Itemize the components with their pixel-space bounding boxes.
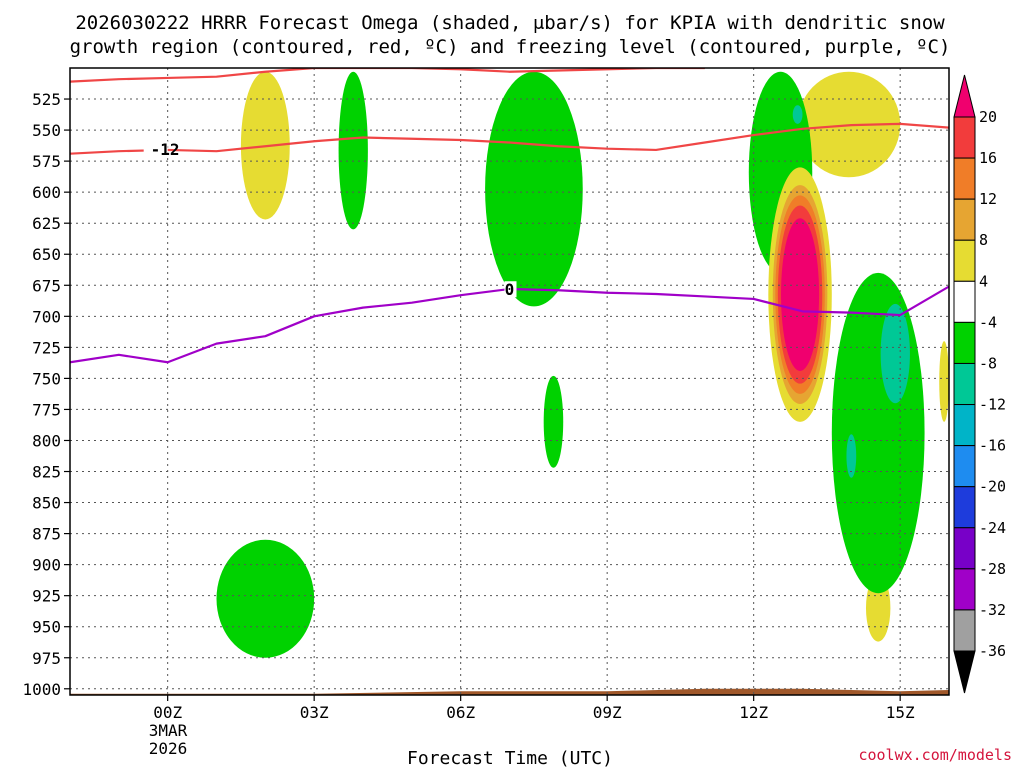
plot-area: -12 0	[69, 67, 950, 696]
y-tick-label: 550	[32, 121, 61, 140]
x-tick-label: 12Z	[739, 703, 768, 722]
colorbar-box	[953, 404, 976, 447]
colorbar-under-triangle	[953, 650, 976, 694]
plot-frame	[69, 67, 950, 696]
colorbar-box	[953, 527, 976, 570]
colorbar-box	[953, 486, 976, 529]
colorbar-label: 16	[979, 149, 997, 167]
colorbar-label: -20	[979, 478, 1006, 496]
colorbar-box	[953, 239, 976, 282]
colorbar-label: 4	[979, 272, 988, 290]
colorbar: 20 16 12 8 4 -4 -8 -12 -16 -20 -24 -28 -32 -36	[953, 74, 1006, 694]
y-tick-label: 825	[32, 463, 61, 482]
title-line-1: 2026030222 HRRR Forecast Omega (shaded, …	[75, 12, 945, 34]
y-tick-label: 975	[32, 649, 61, 668]
freezing-label-bg	[504, 281, 517, 298]
y-tick-label: 625	[32, 214, 61, 233]
omega-region-11	[792, 105, 803, 124]
colorbar-box	[953, 609, 976, 652]
omega-region-5	[485, 71, 583, 307]
y-tick-label: 900	[32, 556, 61, 575]
grid-lines	[70, 68, 949, 695]
colorbar-box	[953, 116, 976, 159]
y-tick-label: 700	[32, 307, 61, 326]
colorbar-box	[953, 445, 976, 488]
x-tick-label: 06Z	[446, 703, 475, 722]
colorbar-box	[953, 157, 976, 200]
y-axis: 525 550 575 600 625 650 675 700 725 750 775 800 825 8…	[22, 90, 70, 699]
y-tick-label: 575	[32, 152, 61, 171]
colorbar-label: 20	[979, 108, 997, 126]
colorbar-label: 8	[979, 231, 988, 249]
y-tick-label: 800	[32, 431, 61, 450]
contour-lines: -12 0	[70, 68, 949, 364]
dgz-upper-contour-line	[70, 68, 705, 83]
colorbar-label: -32	[979, 601, 1006, 619]
title-line-2: growth region (contoured, red, ºC) and f…	[70, 36, 951, 58]
omega-shading	[70, 71, 949, 695]
y-tick-label: 1000	[22, 680, 61, 699]
omega-region-6	[543, 375, 564, 468]
colorbar-box	[953, 568, 976, 611]
dgz-label-bg	[143, 140, 168, 157]
y-tick-label: 750	[32, 369, 61, 388]
y-tick-label: 950	[32, 618, 61, 637]
y-tick-label: 675	[32, 276, 61, 295]
colorbar-label: -28	[979, 560, 1006, 578]
y-tick-label: 600	[32, 183, 61, 202]
dgz-contour-line	[70, 122, 949, 155]
omega-region-4	[338, 71, 368, 230]
x-axis-title: Forecast Time (UTC)	[407, 748, 613, 768]
dgz-contour-label: -12	[151, 140, 180, 159]
colorbar-label: -24	[979, 519, 1006, 537]
y-tick-label: 850	[32, 494, 61, 513]
freezing-level-label: 0	[505, 280, 515, 299]
colorbar-box	[953, 362, 976, 406]
colorbar-box	[953, 280, 976, 323]
x-tick-label: 03Z	[300, 703, 329, 722]
y-tick-label: 650	[32, 245, 61, 264]
colorbar-box	[953, 198, 976, 241]
omega-region-3	[939, 341, 949, 422]
omega-region-12	[846, 434, 857, 478]
y-tick-label: 525	[32, 90, 61, 109]
y-tick-label: 875	[32, 525, 61, 544]
omega-region-8	[831, 272, 925, 594]
x-tick-label: 09Z	[593, 703, 622, 722]
colorbar-label: 12	[979, 190, 997, 208]
x-tick-label: 15Z	[886, 703, 915, 722]
colorbar-label: -8	[979, 354, 997, 372]
colorbar-label: -36	[979, 642, 1006, 660]
y-tick-label: 775	[32, 400, 61, 419]
colorbar-label: -4	[979, 313, 997, 331]
ground-surface	[70, 688, 949, 695]
x-tick-label: 00Z	[153, 703, 182, 722]
omega-region-9	[216, 539, 315, 658]
date-label-year: 2026	[149, 739, 188, 758]
credit-label: coolwx.com/models	[858, 746, 1012, 764]
y-tick-label: 925	[32, 587, 61, 606]
colorbar-label: -16	[979, 437, 1006, 455]
colorbar-over-triangle	[953, 74, 976, 118]
date-label-day: 3MAR	[149, 721, 188, 740]
y-tick-label: 725	[32, 338, 61, 357]
omega-region-10	[880, 303, 910, 404]
colorbar-box	[953, 321, 976, 364]
omega-max-ring-4	[781, 218, 820, 371]
colorbar-label: -12	[979, 396, 1006, 414]
x-axis: 00Z 03Z 06Z 09Z 12Z 15Z	[153, 695, 915, 722]
